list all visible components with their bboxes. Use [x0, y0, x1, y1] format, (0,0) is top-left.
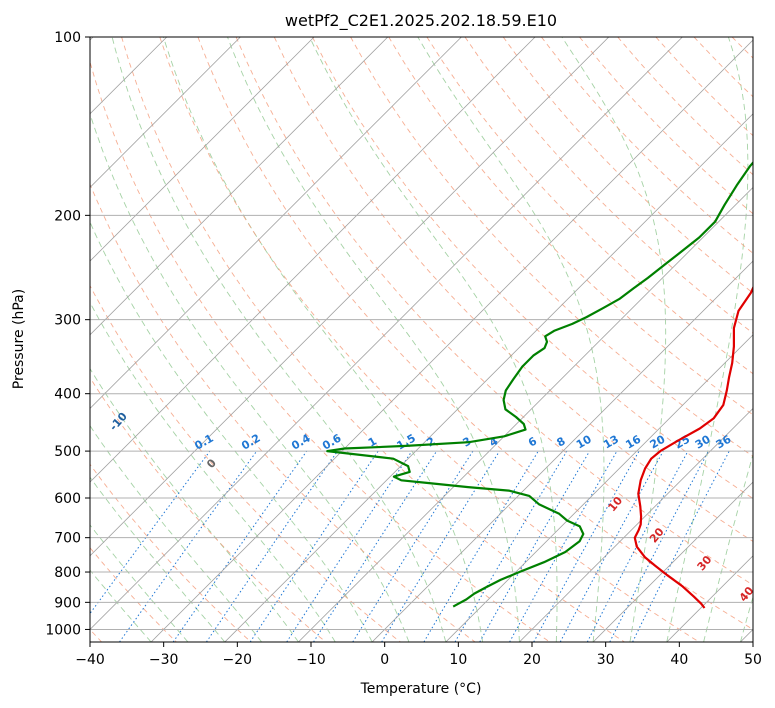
isotherm-line	[224, 113, 753, 642]
chart-title: wetPf2_C2E1.2025.202.18.59.E10	[285, 11, 557, 31]
x-tick-label: 0	[380, 652, 389, 668]
plot-frame	[89, 36, 754, 643]
dry-adiabat-line	[350, 37, 753, 457]
isotherm-line	[90, 37, 683, 630]
x-tick-label: −30	[149, 652, 179, 668]
isotherm-line	[90, 37, 536, 483]
mixing-ratio-line	[313, 450, 438, 642]
dry-adiabat-line	[197, 37, 753, 630]
isotherms	[90, 37, 753, 642]
y-tick-label: 100	[54, 30, 81, 46]
isotherm-line	[150, 39, 753, 642]
x-tick-label: 10	[449, 652, 467, 668]
mixing-ratio-line	[559, 450, 664, 642]
mixing-ratio-line	[352, 450, 474, 642]
isotherm-line	[90, 37, 610, 557]
sounding-series	[326, 160, 753, 609]
moist-adiabat-line	[739, 595, 753, 642]
mixing-ratio-line	[381, 450, 500, 642]
pressure-gridlines	[90, 37, 753, 630]
dry-adiabat-line	[90, 463, 252, 642]
dry-adiabats	[90, 37, 753, 642]
y-tick-label: 300	[54, 313, 81, 329]
x-tick-label: 40	[670, 652, 688, 668]
mixing-ratio-line	[286, 450, 413, 642]
mixing-ratio-line	[90, 450, 211, 615]
mixing-ratio-line	[632, 450, 730, 642]
mixing-ratio-line	[533, 450, 640, 642]
moist-adiabat-line	[417, 37, 605, 642]
y-tick-label: 900	[54, 595, 81, 611]
plot-area: -100-90-80-70-60-50-40-30-20-1000.10.20.…	[90, 37, 753, 642]
isotherm-line	[592, 481, 753, 642]
isotherm-line	[519, 407, 753, 642]
isotherm-line	[445, 334, 753, 642]
moist-adiabat-line	[90, 476, 226, 642]
isotherm-line	[90, 37, 389, 336]
mixing-ratio-line	[172, 450, 308, 642]
y-tick-label: 1000	[45, 622, 81, 638]
moist-adiabat-line	[309, 37, 558, 642]
dry-adiabat-line	[388, 37, 753, 416]
dry-adiabat-line	[235, 37, 753, 586]
dry-adiabat-line	[121, 37, 625, 642]
mixing-ratio-lines	[90, 450, 730, 642]
moist-adiabat-line	[666, 37, 749, 642]
moist-adiabat-line	[90, 524, 189, 642]
mixing-ratio-line	[509, 450, 618, 642]
isotherm-line	[90, 37, 462, 409]
x-tick-label: 30	[597, 652, 615, 668]
moist-adiabat-line	[90, 221, 373, 642]
dry-adiabat-line	[90, 183, 476, 642]
x-axis-ticks: −40 −30 −20 −10 0 10 20 30 40 50	[75, 642, 762, 668]
isotherm-line	[90, 37, 315, 262]
y-tick-label: 700	[54, 531, 81, 547]
temperature-profile-line	[633, 285, 753, 609]
moist-adiabat-line	[162, 37, 484, 642]
moist-adiabat-line	[90, 569, 152, 642]
dry-adiabat-line	[312, 37, 753, 500]
moist-adiabat-line	[90, 424, 262, 642]
moist-adiabat-line	[90, 112, 410, 642]
x-tick-label: −10	[296, 652, 326, 668]
moist-adiabat-line	[561, 37, 667, 642]
y-tick-label: 400	[54, 387, 81, 403]
dry-adiabat-line	[159, 37, 700, 642]
x-tick-label: 20	[523, 652, 541, 668]
x-tick-label: −20	[223, 652, 253, 668]
y-tick-label: 600	[54, 491, 81, 507]
moist-adiabat-line	[227, 37, 520, 642]
dewpoint-profile-line	[326, 160, 753, 608]
mixing-ratio-line	[249, 450, 379, 642]
mixing-ratio-line	[205, 450, 338, 642]
y-tick-label: 800	[54, 565, 81, 581]
x-axis-label: Temperature (°C)	[360, 681, 482, 697]
isotherm-line	[90, 37, 241, 188]
isotherm-line	[371, 260, 753, 642]
x-tick-label: 50	[744, 652, 762, 668]
x-tick-label: −40	[75, 652, 105, 668]
mixing-ratio-line	[119, 450, 258, 642]
y-tick-label: 500	[54, 444, 81, 460]
y-axis-ticks: 100 200 300 400 500 600 700 800 900 1000	[45, 30, 90, 638]
isotherm-line	[298, 186, 753, 642]
dry-adiabat-line	[90, 60, 551, 642]
y-tick-label: 200	[54, 208, 81, 224]
moist-adiabat-line	[90, 301, 336, 642]
moist-adiabat-line	[111, 37, 447, 642]
y-axis-label: Pressure (hPa)	[11, 289, 27, 389]
moist-adiabat-line	[703, 452, 753, 642]
